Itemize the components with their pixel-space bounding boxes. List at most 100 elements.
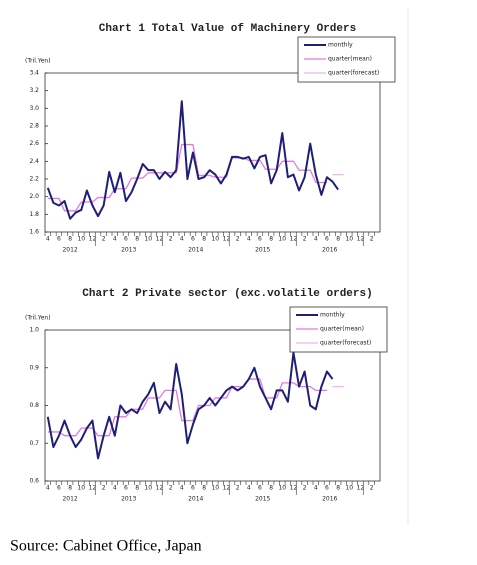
x-tick-label: 4: [180, 485, 184, 492]
plot-frame: [44, 72, 381, 233]
x-tick-label: 10: [278, 236, 286, 243]
y-tick-label: 2.2: [29, 176, 39, 183]
x-tick-label: 6: [57, 485, 61, 492]
x-tick-label: 10: [144, 236, 152, 243]
plot-frame: [44, 329, 381, 482]
x-tick-label: 4: [314, 485, 318, 492]
y-axis-label: (Tril.Yen): [25, 315, 51, 322]
x-tick-label: 8: [135, 236, 139, 243]
x-tick-label: 12: [357, 485, 365, 492]
x-tick-label: 6: [325, 236, 329, 243]
series-line: [47, 378, 327, 437]
y-tick-label: 1.6: [29, 229, 39, 236]
x-tick-label: 10: [77, 485, 85, 492]
x-tick-label: 12: [223, 485, 231, 492]
x-tick-label: 10: [211, 236, 219, 243]
x-tick-label: 12: [290, 236, 298, 243]
legend-label: monthly: [328, 42, 353, 49]
y-tick-label: 0.7: [29, 440, 39, 447]
x-group-label: 2014: [188, 247, 203, 254]
y-tick-label: 2.0: [29, 193, 39, 200]
chart-title: Chart 1 Total Value of Machinery Orders: [99, 23, 356, 35]
x-group-label: 2012: [62, 247, 77, 254]
x-tick-label: 4: [314, 236, 318, 243]
x-tick-label: 2: [236, 236, 240, 243]
x-tick-label: 2: [236, 485, 240, 492]
x-tick-label: 8: [269, 236, 273, 243]
x-tick-label: 12: [89, 485, 97, 492]
x-tick-label: 10: [77, 236, 85, 243]
x-tick-label: 6: [191, 236, 195, 243]
x-tick-label: 12: [156, 236, 164, 243]
x-group-label: 2015: [255, 496, 270, 503]
x-group-label: 2016: [322, 496, 337, 503]
x-group-label: 2015: [255, 247, 270, 254]
x-tick-label: 8: [135, 485, 139, 492]
x-tick-label: 6: [258, 485, 262, 492]
series-line: [46, 351, 334, 460]
x-tick-label: 8: [202, 236, 206, 243]
x-tick-label: 12: [357, 236, 365, 243]
x-tick-label: 12: [290, 485, 298, 492]
series-line: [47, 143, 327, 212]
y-tick-label: 0.8: [29, 402, 39, 409]
x-tick-label: 6: [124, 485, 128, 492]
x-tick-label: 4: [46, 485, 50, 492]
x-tick-label: 10: [211, 485, 219, 492]
y-tick-label: 2.6: [29, 140, 39, 147]
x-tick-label: 10: [345, 236, 353, 243]
series-line: [46, 100, 339, 220]
x-tick-label: 10: [144, 485, 152, 492]
x-tick-label: 2: [370, 236, 374, 243]
y-tick-label: 2.8: [29, 123, 39, 130]
x-group-label: 2016: [322, 247, 337, 254]
x-tick-label: 8: [336, 485, 340, 492]
y-tick-label: 3.4: [29, 70, 39, 77]
x-tick-label: 8: [68, 485, 72, 492]
x-tick-label: 6: [258, 236, 262, 243]
x-tick-label: 4: [46, 236, 50, 243]
x-tick-label: 6: [124, 236, 128, 243]
y-axis-label: (Tril.Yen): [25, 58, 51, 65]
x-tick-label: 8: [336, 236, 340, 243]
x-tick-label: 2: [102, 236, 106, 243]
x-tick-label: 8: [202, 485, 206, 492]
x-tick-label: 10: [345, 485, 353, 492]
x-tick-label: 2: [102, 485, 106, 492]
legend-label: quarter(forecast): [328, 70, 379, 77]
x-group-label: 2014: [188, 496, 203, 503]
x-tick-label: 2: [169, 485, 173, 492]
y-tick-label: 3.2: [29, 87, 39, 94]
source-note: Source: Cabinet Office, Japan: [10, 538, 202, 555]
x-group-label: 2012: [62, 496, 77, 503]
legend-label: quarter(mean): [328, 56, 372, 63]
legend-label: monthly: [320, 312, 345, 319]
y-tick-label: 1.0: [29, 327, 39, 334]
x-tick-label: 6: [191, 485, 195, 492]
x-tick-label: 12: [156, 485, 164, 492]
x-tick-label: 4: [247, 236, 251, 243]
legend-label: quarter(mean): [320, 326, 364, 333]
y-tick-label: 2.4: [29, 158, 39, 165]
x-tick-label: 10: [278, 485, 286, 492]
x-tick-label: 12: [223, 236, 231, 243]
x-tick-label: 2: [370, 485, 374, 492]
x-tick-label: 4: [113, 236, 117, 243]
y-tick-label: 0.6: [29, 478, 39, 485]
x-tick-label: 4: [113, 485, 117, 492]
x-tick-label: 6: [325, 485, 329, 492]
x-tick-label: 2: [303, 236, 307, 243]
x-tick-label: 4: [247, 485, 251, 492]
x-tick-label: 12: [89, 236, 97, 243]
legend-label: quarter(forecast): [320, 340, 371, 347]
x-tick-label: 4: [180, 236, 184, 243]
y-tick-label: 1.8: [29, 211, 39, 218]
x-tick-label: 2: [169, 236, 173, 243]
y-tick-label: 0.9: [29, 364, 39, 371]
x-group-label: 2013: [121, 247, 136, 254]
x-tick-label: 6: [57, 236, 61, 243]
x-tick-label: 8: [68, 236, 72, 243]
y-tick-label: 3.0: [29, 105, 39, 112]
x-tick-label: 2: [303, 485, 307, 492]
